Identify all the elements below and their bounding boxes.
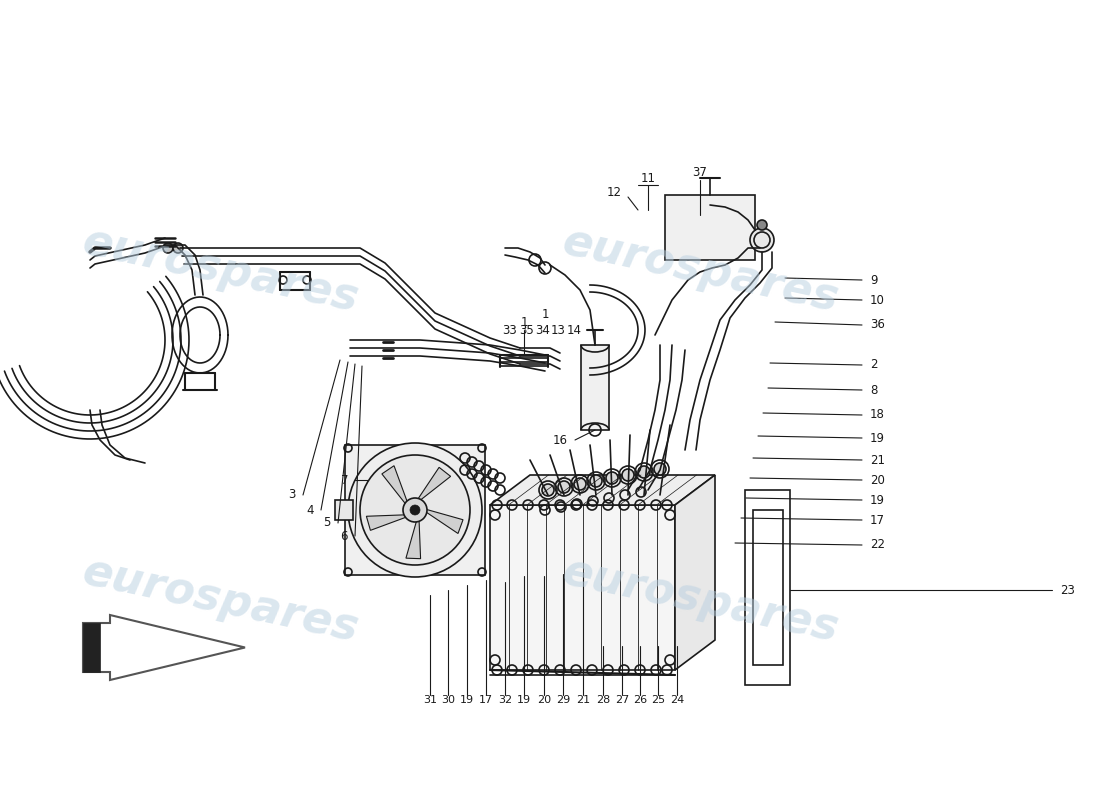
Bar xyxy=(666,195,755,260)
Text: 1: 1 xyxy=(520,317,528,330)
Circle shape xyxy=(542,484,554,496)
Circle shape xyxy=(403,498,427,522)
Text: 19: 19 xyxy=(517,695,531,705)
Text: 13: 13 xyxy=(551,323,565,337)
Text: 19: 19 xyxy=(870,494,886,506)
Polygon shape xyxy=(490,475,715,505)
Circle shape xyxy=(348,443,482,577)
Text: 6: 6 xyxy=(341,530,348,542)
Circle shape xyxy=(574,478,586,490)
Circle shape xyxy=(558,481,570,493)
Text: 14: 14 xyxy=(566,323,582,337)
Polygon shape xyxy=(82,623,100,672)
Text: 20: 20 xyxy=(537,695,551,705)
Text: 21: 21 xyxy=(870,454,886,466)
Circle shape xyxy=(757,220,767,230)
Polygon shape xyxy=(422,509,463,534)
Text: 35: 35 xyxy=(519,323,535,337)
Text: 11: 11 xyxy=(640,171,656,185)
Text: 30: 30 xyxy=(441,695,455,705)
Text: eurospares: eurospares xyxy=(558,220,843,320)
Text: 17: 17 xyxy=(870,514,886,526)
Text: eurospares: eurospares xyxy=(78,220,362,320)
Text: 4: 4 xyxy=(307,503,314,517)
Text: 18: 18 xyxy=(870,409,884,422)
Circle shape xyxy=(654,463,666,475)
Text: 7: 7 xyxy=(341,474,348,486)
Text: 33: 33 xyxy=(503,323,517,337)
Text: 9: 9 xyxy=(870,274,878,286)
Text: 28: 28 xyxy=(596,695,611,705)
Text: 19: 19 xyxy=(460,695,474,705)
Text: 34: 34 xyxy=(536,323,550,337)
Text: 12: 12 xyxy=(607,186,621,199)
Text: 3: 3 xyxy=(288,489,296,502)
Polygon shape xyxy=(406,517,420,558)
Text: 22: 22 xyxy=(870,538,886,551)
Circle shape xyxy=(410,505,420,515)
Polygon shape xyxy=(675,475,715,670)
Text: 36: 36 xyxy=(870,318,884,331)
Text: 23: 23 xyxy=(1060,583,1075,597)
Text: 8: 8 xyxy=(870,383,878,397)
Text: 17: 17 xyxy=(478,695,493,705)
Text: eurospares: eurospares xyxy=(558,550,843,650)
Text: 5: 5 xyxy=(323,517,331,530)
Circle shape xyxy=(173,243,183,253)
Text: 10: 10 xyxy=(870,294,884,306)
Text: 37: 37 xyxy=(693,166,707,179)
Circle shape xyxy=(638,466,650,478)
Polygon shape xyxy=(366,514,409,530)
Bar xyxy=(336,500,353,520)
Circle shape xyxy=(606,472,618,484)
Text: 26: 26 xyxy=(632,695,647,705)
Circle shape xyxy=(360,455,470,565)
Text: 32: 32 xyxy=(498,695,513,705)
Text: 19: 19 xyxy=(870,431,886,445)
Text: 24: 24 xyxy=(670,695,684,705)
Polygon shape xyxy=(416,467,451,502)
Text: 31: 31 xyxy=(424,695,437,705)
Text: 25: 25 xyxy=(651,695,666,705)
Bar xyxy=(490,505,675,670)
Text: 2: 2 xyxy=(870,358,878,371)
Text: 16: 16 xyxy=(553,434,568,446)
Text: 1: 1 xyxy=(541,309,549,322)
Bar xyxy=(754,510,783,665)
Text: 21: 21 xyxy=(576,695,590,705)
Text: 29: 29 xyxy=(556,695,570,705)
Bar xyxy=(745,490,790,685)
Text: 27: 27 xyxy=(615,695,629,705)
Bar xyxy=(345,445,485,575)
Polygon shape xyxy=(382,466,408,506)
Text: 20: 20 xyxy=(870,474,884,486)
Bar xyxy=(581,345,609,430)
Circle shape xyxy=(590,475,602,487)
Circle shape xyxy=(621,469,634,481)
Text: eurospares: eurospares xyxy=(78,550,362,650)
Circle shape xyxy=(750,228,774,252)
Circle shape xyxy=(163,243,173,253)
